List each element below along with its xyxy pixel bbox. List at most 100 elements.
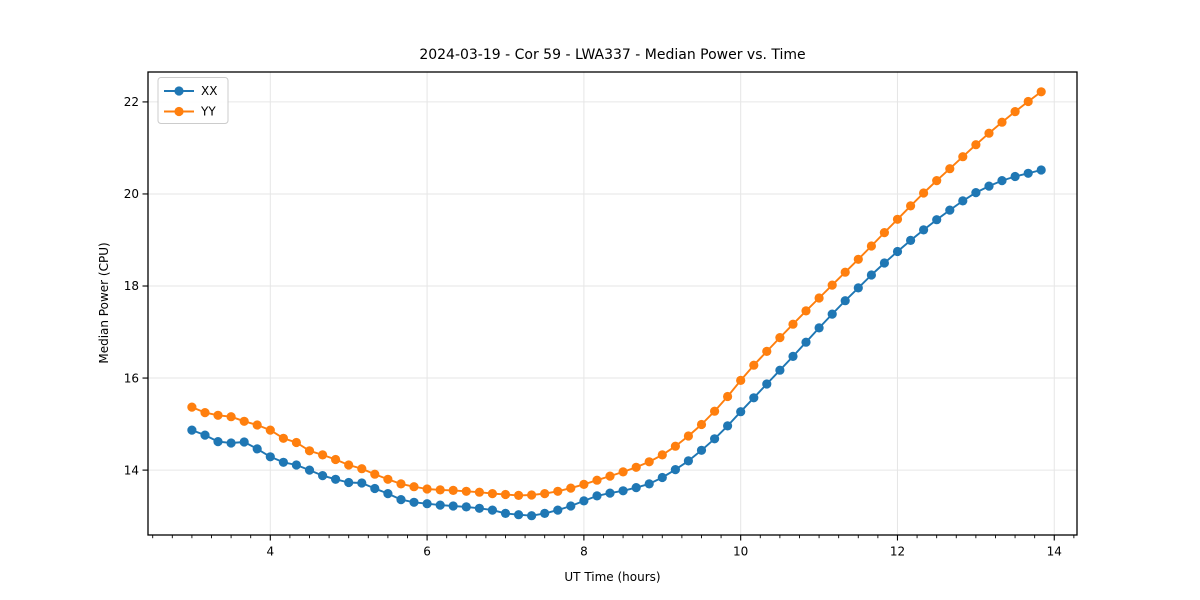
data-point-YY	[291, 437, 301, 448]
data-point-XX	[318, 471, 328, 481]
series-line-YY	[191, 91, 1042, 497]
y-tick-label: 20	[124, 187, 139, 201]
data-point-YY	[396, 479, 406, 489]
legend-marker-icon	[174, 106, 184, 117]
data-point-XX	[500, 508, 511, 518]
data-point-XX	[409, 497, 419, 507]
data-point-YY	[631, 462, 641, 472]
legend-label: YY	[200, 105, 216, 119]
data-point-YY	[331, 454, 341, 465]
data-point-XX	[710, 434, 720, 444]
data-point-XX	[396, 495, 406, 505]
data-point-XX	[448, 501, 458, 511]
data-point-XX	[579, 496, 589, 506]
data-point-XX	[762, 379, 772, 389]
data-point-YY	[1036, 87, 1046, 97]
data-point-XX	[187, 425, 197, 435]
data-point-YY	[540, 489, 550, 499]
legend-marker-icon	[174, 86, 184, 96]
plot-spines	[147, 71, 1078, 536]
x-tick-label: 12	[890, 545, 905, 559]
data-point-XX	[723, 421, 733, 431]
data-point-YY	[527, 490, 537, 500]
data-point-XX	[788, 351, 798, 361]
data-point-YY	[500, 489, 511, 500]
data-point-YY	[906, 201, 916, 211]
data-point-YY	[187, 402, 197, 412]
data-point-XX	[683, 456, 694, 466]
data-point-YY	[318, 450, 328, 460]
data-point-XX	[618, 486, 628, 496]
data-point-XX	[370, 483, 380, 494]
data-point-XX	[853, 283, 863, 293]
data-point-XX	[958, 196, 968, 206]
data-point-XX	[213, 437, 223, 447]
data-point-YY	[657, 450, 667, 460]
data-point-YY	[618, 467, 628, 477]
data-point-XX	[945, 205, 955, 215]
data-point-XX	[592, 491, 602, 501]
data-point-XX	[749, 393, 759, 403]
data-point-YY	[840, 267, 850, 277]
data-point-YY	[1010, 107, 1020, 117]
chart-title: 2024-03-19 - Cor 59 - LWA337 - Median Po…	[419, 47, 806, 63]
data-point-XX	[1023, 168, 1033, 178]
data-point-XX	[357, 478, 367, 488]
data-point-YY	[683, 431, 694, 441]
data-point-YY	[370, 469, 380, 479]
data-point-YY	[971, 140, 981, 150]
data-point-YY	[801, 306, 811, 316]
data-point-YY	[866, 241, 877, 251]
data-point-YY	[553, 486, 563, 496]
data-point-XX	[696, 445, 707, 455]
data-point-YY	[945, 164, 955, 174]
x-tick-label: 8	[580, 545, 588, 559]
data-point-XX	[344, 477, 354, 488]
data-point-XX	[487, 505, 497, 515]
x-tick-label: 4	[266, 545, 274, 559]
data-point-XX	[291, 460, 301, 470]
data-point-XX	[801, 337, 811, 347]
data-point-XX	[540, 508, 550, 518]
data-point-YY	[775, 333, 785, 343]
data-point-YY	[422, 484, 432, 494]
data-point-XX	[331, 474, 341, 484]
data-point-YY	[1023, 96, 1033, 107]
data-point-XX	[239, 437, 249, 447]
data-point-YY	[827, 280, 837, 290]
data-point-YY	[566, 483, 576, 493]
data-point-XX	[827, 309, 837, 319]
data-point-XX	[892, 246, 903, 257]
data-point-XX	[997, 176, 1007, 186]
y-tick-label: 22	[124, 95, 139, 109]
data-point-YY	[605, 471, 615, 481]
legend-box	[157, 77, 229, 124]
data-point-YY	[579, 479, 589, 489]
x-tick-label: 14	[1047, 545, 1062, 559]
data-point-YY	[984, 128, 994, 138]
data-point-XX	[461, 502, 471, 512]
data-point-XX	[814, 323, 824, 333]
data-point-XX	[435, 500, 445, 510]
data-point-XX	[1010, 171, 1020, 182]
y-tick-label: 18	[124, 279, 139, 293]
data-point-YY	[696, 419, 707, 430]
data-point-YY	[997, 117, 1007, 127]
data-point-YY	[749, 360, 759, 370]
data-point-XX	[514, 510, 524, 520]
legend-label: XX	[201, 84, 217, 98]
data-point-XX	[919, 225, 929, 235]
data-point-XX	[775, 365, 785, 375]
data-point-YY	[592, 475, 602, 485]
data-point-YY	[265, 425, 275, 435]
data-point-YY	[736, 375, 746, 385]
data-point-XX	[657, 472, 667, 483]
data-point-XX	[984, 181, 994, 191]
y-tick-label: 14	[124, 463, 139, 477]
x-tick-label: 10	[733, 545, 748, 559]
data-point-YY	[879, 228, 890, 238]
data-point-XX	[631, 483, 641, 493]
data-point-YY	[762, 346, 772, 356]
data-point-XX	[879, 258, 890, 268]
